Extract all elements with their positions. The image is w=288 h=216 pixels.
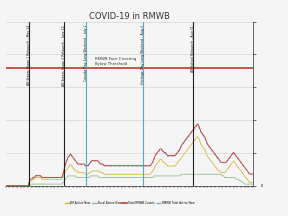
Text: AB School Relaunch – Aug 31: AB School Relaunch – Aug 31 [191, 25, 195, 72]
Text: AB Enters Stage 2 Relaunch – June 12: AB Enters Stage 2 Relaunch – June 12 [62, 25, 66, 86]
Text: RMWB Face Covering
Bylaw Threshold: RMWB Face Covering Bylaw Threshold [95, 57, 136, 66]
Text: Heritage Day Long Weekend – Aug 3: Heritage Day Long Weekend – Aug 3 [141, 25, 145, 84]
Title: COVID-19 in RMWB: COVID-19 in RMWB [89, 12, 170, 21]
Text: Canada Day Long Weekend – July 1: Canada Day Long Weekend – July 1 [84, 25, 88, 81]
Legend: FM Active Now, Rural Active Now, Total RMWB Counts, RMWB Total Active Now: FM Active Now, Rural Active Now, Total R… [63, 200, 196, 206]
Text: AB Enters Stage 1 Relaunch – May 14: AB Enters Stage 1 Relaunch – May 14 [27, 25, 31, 85]
